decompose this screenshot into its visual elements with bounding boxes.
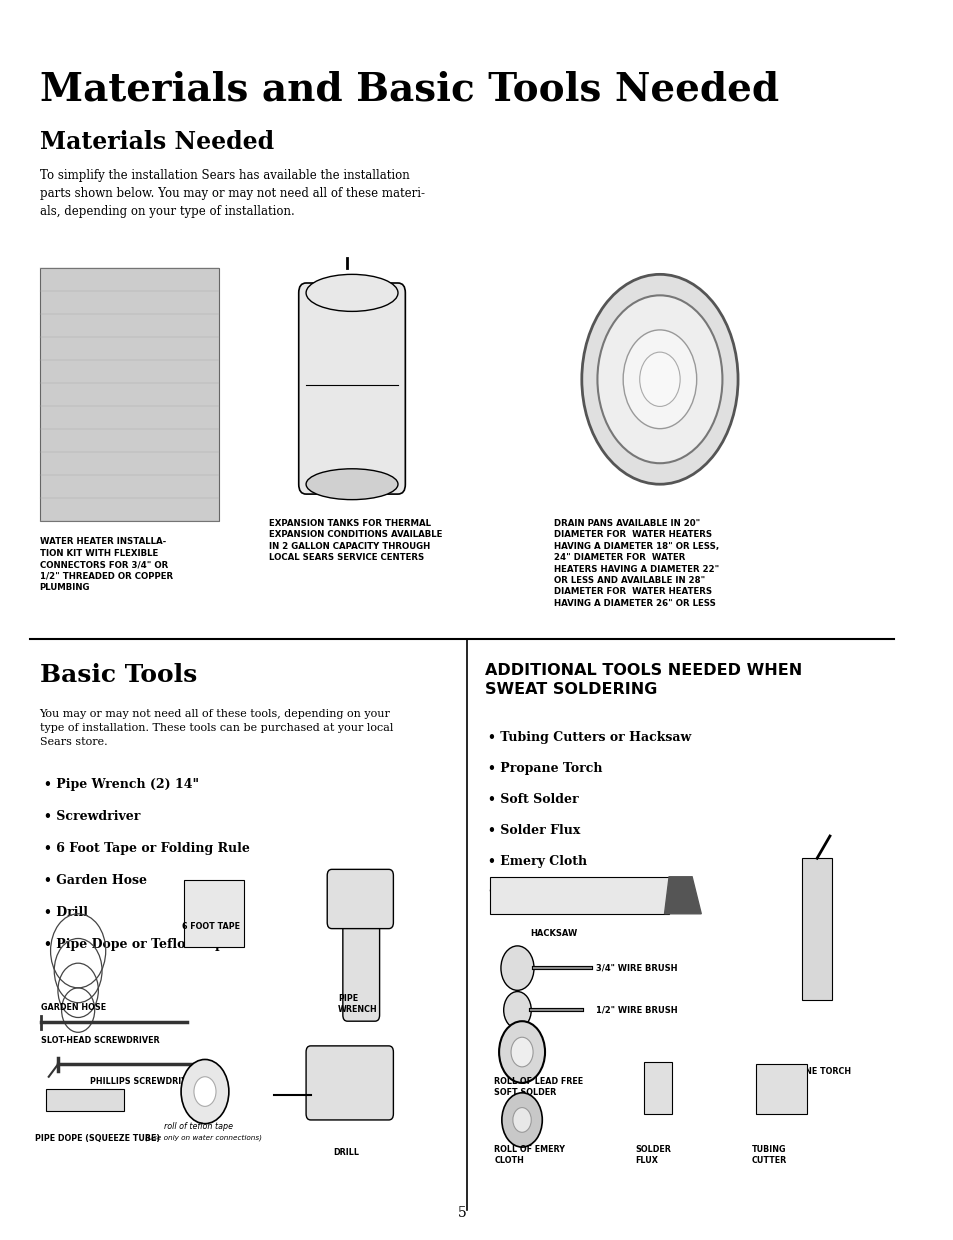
Circle shape bbox=[500, 946, 534, 991]
FancyBboxPatch shape bbox=[184, 880, 244, 947]
Text: • 6 Foot Tape or Folding Rule: • 6 Foot Tape or Folding Rule bbox=[44, 842, 250, 856]
Text: • Wire Brushes: • Wire Brushes bbox=[488, 885, 595, 899]
Polygon shape bbox=[664, 877, 700, 914]
Text: Materials Needed: Materials Needed bbox=[39, 130, 274, 154]
Text: ROLL OF EMERY
CLOTH: ROLL OF EMERY CLOTH bbox=[494, 1145, 565, 1164]
Text: • Screwdriver: • Screwdriver bbox=[44, 810, 140, 823]
FancyBboxPatch shape bbox=[298, 283, 405, 494]
Text: • Emery Cloth: • Emery Cloth bbox=[488, 854, 586, 868]
FancyBboxPatch shape bbox=[801, 858, 831, 1001]
FancyBboxPatch shape bbox=[756, 1064, 806, 1114]
Text: • Propane Torch: • Propane Torch bbox=[488, 761, 602, 775]
Circle shape bbox=[498, 1022, 544, 1083]
Text: WATER HEATER INSTALLA-
TION KIT WITH FLEXIBLE
CONNECTORS FOR 3/4" OR
1/2" THREAD: WATER HEATER INSTALLA- TION KIT WITH FLE… bbox=[39, 537, 172, 591]
FancyBboxPatch shape bbox=[342, 904, 379, 1022]
FancyBboxPatch shape bbox=[490, 877, 668, 914]
Text: 3/4" WIRE BRUSH: 3/4" WIRE BRUSH bbox=[595, 963, 677, 972]
Circle shape bbox=[513, 1107, 531, 1132]
Text: • Drill: • Drill bbox=[44, 906, 88, 919]
Text: • Garden Hose: • Garden Hose bbox=[44, 874, 147, 888]
Text: PIPE
WRENCH: PIPE WRENCH bbox=[338, 994, 377, 1014]
Text: DRILL: DRILL bbox=[334, 1148, 359, 1157]
Circle shape bbox=[511, 1037, 533, 1066]
Text: GARDEN HOSE: GARDEN HOSE bbox=[41, 1003, 107, 1012]
Text: SLOT-HEAD SCREWDRIVER: SLOT-HEAD SCREWDRIVER bbox=[41, 1035, 160, 1045]
Text: You may or may not need all of these tools, depending on your
type of installati: You may or may not need all of these too… bbox=[39, 709, 393, 746]
Ellipse shape bbox=[306, 274, 397, 311]
Circle shape bbox=[503, 992, 531, 1029]
Text: • Pipe Wrench (2) 14": • Pipe Wrench (2) 14" bbox=[44, 777, 199, 791]
Text: SOLDER
FLUX: SOLDER FLUX bbox=[635, 1145, 670, 1164]
Circle shape bbox=[597, 295, 721, 464]
Text: To simplify the installation Sears has available the installation
parts shown be: To simplify the installation Sears has a… bbox=[39, 170, 424, 218]
Text: PROPANE TORCH: PROPANE TORCH bbox=[774, 1066, 850, 1076]
Text: 6 FOOT TAPE: 6 FOOT TAPE bbox=[182, 923, 240, 931]
FancyBboxPatch shape bbox=[643, 1061, 671, 1114]
Circle shape bbox=[193, 1076, 215, 1106]
Text: roll of teflon tape: roll of teflon tape bbox=[164, 1122, 233, 1131]
FancyBboxPatch shape bbox=[306, 1045, 393, 1120]
Text: EXPANSION TANKS FOR THERMAL
EXPANSION CONDITIONS AVAILABLE
IN 2 GALLON CAPACITY : EXPANSION TANKS FOR THERMAL EXPANSION CO… bbox=[269, 518, 442, 562]
FancyBboxPatch shape bbox=[327, 869, 393, 929]
FancyBboxPatch shape bbox=[46, 1089, 124, 1111]
Text: TUBING
CUTTER: TUBING CUTTER bbox=[751, 1145, 786, 1164]
Text: 5: 5 bbox=[457, 1207, 466, 1220]
Circle shape bbox=[639, 352, 679, 407]
Circle shape bbox=[501, 1092, 541, 1147]
Circle shape bbox=[622, 330, 696, 429]
Text: • Pipe Dope or Teflon Tape: • Pipe Dope or Teflon Tape bbox=[44, 939, 232, 951]
Text: 1/2" WIRE BRUSH: 1/2" WIRE BRUSH bbox=[595, 1006, 677, 1014]
Ellipse shape bbox=[306, 469, 397, 500]
Text: Materials and Basic Tools Needed: Materials and Basic Tools Needed bbox=[39, 71, 778, 109]
Circle shape bbox=[181, 1059, 229, 1123]
Text: DRAIN PANS AVAILABLE IN 20"
DIAMETER FOR  WATER HEATERS
HAVING A DIAMETER 18" OR: DRAIN PANS AVAILABLE IN 20" DIAMETER FOR… bbox=[554, 518, 719, 608]
Text: HACKSAW: HACKSAW bbox=[530, 929, 578, 937]
Text: Basic Tools: Basic Tools bbox=[39, 663, 196, 687]
Text: • Solder Flux: • Solder Flux bbox=[488, 823, 579, 837]
FancyBboxPatch shape bbox=[39, 268, 218, 521]
Text: • Soft Solder: • Soft Solder bbox=[488, 792, 578, 806]
Text: ADDITIONAL TOOLS NEEDED WHEN
SWEAT SOLDERING: ADDITIONAL TOOLS NEEDED WHEN SWEAT SOLDE… bbox=[485, 663, 801, 697]
Text: • Tubing Cutters or Hacksaw: • Tubing Cutters or Hacksaw bbox=[488, 732, 691, 744]
Text: ROLL OF LEAD FREE
SOFT SOLDER: ROLL OF LEAD FREE SOFT SOLDER bbox=[494, 1076, 583, 1097]
Text: (Use only on water connections): (Use only on water connections) bbox=[145, 1135, 262, 1141]
Text: PHILLIPS SCREWDRIVER: PHILLIPS SCREWDRIVER bbox=[90, 1076, 199, 1086]
Circle shape bbox=[581, 274, 738, 484]
Text: PIPE DOPE (SQUEEZE TUBE): PIPE DOPE (SQUEEZE TUBE) bbox=[35, 1133, 160, 1142]
